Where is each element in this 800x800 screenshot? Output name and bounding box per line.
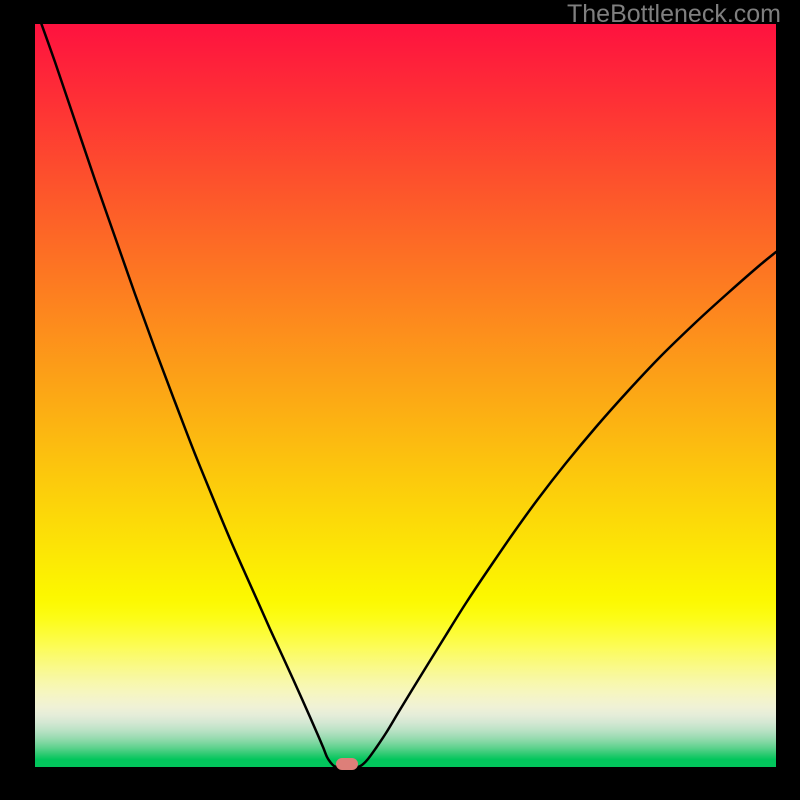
curve-right-branch <box>358 252 776 767</box>
curve-layer <box>0 0 800 800</box>
chart-frame: TheBottleneck.com <box>0 0 800 800</box>
curve-left-branch <box>35 6 337 767</box>
watermark-text: TheBottleneck.com <box>567 0 781 29</box>
bottleneck-marker <box>336 758 358 770</box>
